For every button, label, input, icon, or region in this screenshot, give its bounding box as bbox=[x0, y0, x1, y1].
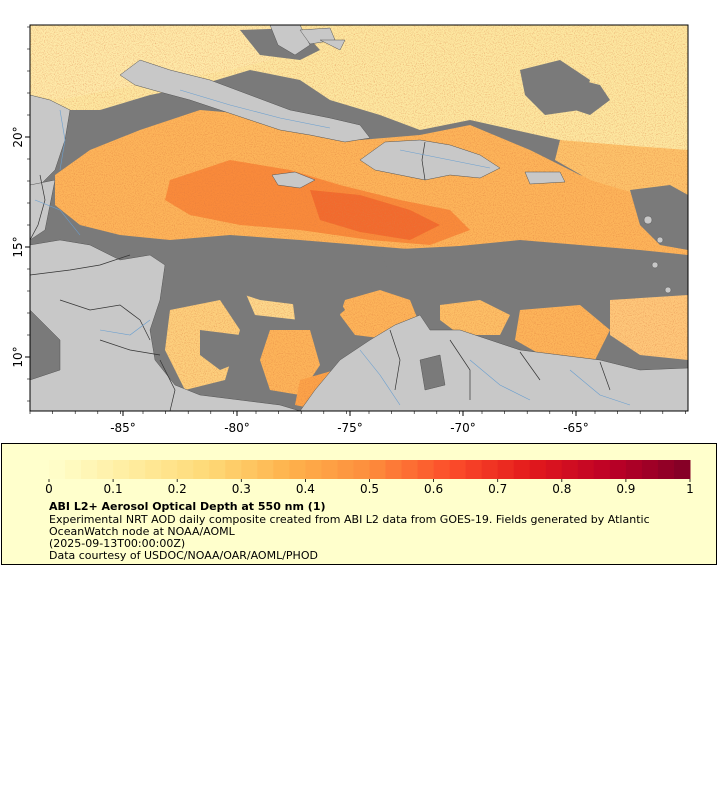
lon-tick-label: -70° bbox=[450, 421, 476, 435]
lon-tick-label: -65° bbox=[563, 421, 589, 435]
colorbar-cell bbox=[113, 460, 130, 479]
lat-tick-label: 15° bbox=[11, 236, 25, 257]
colorbar-cell bbox=[321, 460, 338, 479]
colorbar-cell bbox=[305, 460, 322, 479]
colorbar-cell bbox=[433, 460, 451, 479]
aod-field bbox=[30, 25, 688, 410]
colorbar-tick-label: 0.6 bbox=[424, 482, 443, 496]
land-central-america bbox=[30, 239, 301, 411]
colorbar-cell bbox=[545, 460, 563, 479]
legend-date: (2025-09-13T00:00:00Z) bbox=[49, 537, 186, 550]
colorbar-tick-label: 0.7 bbox=[488, 482, 507, 496]
colorbar-cell bbox=[417, 460, 435, 479]
colorbar-cell bbox=[177, 460, 194, 479]
colorbar-cell bbox=[641, 460, 659, 479]
colorbar-tick-label: 0.8 bbox=[552, 482, 571, 496]
colorbar-tick-label: 0.4 bbox=[296, 482, 315, 496]
colorbar-cell bbox=[401, 460, 419, 479]
colorbar-cell bbox=[657, 460, 675, 479]
land-cuba bbox=[119, 59, 371, 143]
colorbar-cell bbox=[385, 460, 403, 479]
colorbar-cell bbox=[337, 460, 354, 479]
colorbar-ticks: 0 0.1 0.2 0.3 0.4 0.5 0.6 0.7 0.8 0.9 1 bbox=[45, 479, 694, 496]
colorbar-cell bbox=[129, 460, 146, 479]
colorbar: 0 0.1 0.2 0.3 0.4 0.5 0.6 0.7 0.8 0.9 1 bbox=[45, 460, 694, 496]
land-masses bbox=[30, 25, 688, 411]
lon-tick-label: -80° bbox=[224, 421, 250, 435]
legend-panel: 0 0.1 0.2 0.3 0.4 0.5 0.6 0.7 0.8 0.9 1 ABI L2+ Ae… bbox=[1, 443, 717, 565]
colorbar-cell bbox=[577, 460, 595, 479]
colorbar-cell bbox=[673, 460, 691, 479]
aod-map: -85° -80° -75° -70° -65° 20° 15° 10° bbox=[11, 24, 689, 435]
colorbar-cell bbox=[65, 460, 82, 479]
colorbar-cell bbox=[289, 460, 306, 479]
colorbar-cell bbox=[161, 460, 178, 479]
colorbar-tick-label: 0.3 bbox=[232, 482, 251, 496]
colorbar-cell bbox=[353, 460, 370, 479]
colorbar-tick-label: 0.5 bbox=[360, 482, 379, 496]
colorbar-cell bbox=[145, 460, 162, 479]
colorbar-cell bbox=[561, 460, 579, 479]
colorbar-cell bbox=[209, 460, 226, 479]
colorbar-cell bbox=[49, 460, 66, 479]
colorbar-cell bbox=[225, 460, 242, 479]
colorbar-cell bbox=[97, 460, 114, 479]
colorbar-cell bbox=[465, 460, 483, 479]
legend-description: Experimental NRT AOD daily composite cre… bbox=[49, 513, 650, 538]
colorbar-tick-label: 0 bbox=[45, 482, 53, 496]
colorbar-tick-label: 0.2 bbox=[168, 482, 187, 496]
land-hispaniola bbox=[359, 139, 501, 181]
lat-axis: 20° 15° 10° bbox=[11, 26, 30, 402]
map-frame bbox=[29, 24, 689, 412]
colorbar-cell bbox=[481, 460, 499, 479]
colorbar-cell bbox=[529, 460, 547, 479]
lon-tick-label: -75° bbox=[337, 421, 363, 435]
lon-tick-label: -85° bbox=[110, 421, 136, 435]
rivers bbox=[34, 89, 631, 406]
land-puerto-rico bbox=[524, 171, 566, 185]
lat-tick-label: 10° bbox=[11, 346, 25, 367]
colorbar-tick-label: 0.1 bbox=[104, 482, 123, 496]
legend-title: ABI L2+ Aerosol Optical Depth at 550 nm … bbox=[49, 500, 326, 513]
colorbar-tick-label: 1 bbox=[686, 482, 694, 496]
colorbar-cells bbox=[49, 460, 691, 479]
colorbar-cell bbox=[497, 460, 515, 479]
colorbar-cell bbox=[593, 460, 611, 479]
colorbar-cell bbox=[513, 460, 531, 479]
legend-credit: Data courtesy of USDOC/NOAA/OAR/AOML/PHO… bbox=[49, 549, 318, 562]
land-jamaica bbox=[271, 171, 316, 189]
colorbar-cell bbox=[257, 460, 274, 479]
map-panel: -85° -80° -75° -70° -65° 20° 15° 10° bbox=[11, 24, 689, 435]
colorbar-cell bbox=[193, 460, 210, 479]
colorbar-cell bbox=[609, 460, 627, 479]
lon-axis: -85° -80° -75° -70° -65° bbox=[29, 411, 686, 435]
colorbar-cell bbox=[625, 460, 643, 479]
colorbar-tick-label: 0.9 bbox=[616, 482, 635, 496]
colorbar-cell bbox=[81, 460, 98, 479]
country-borders bbox=[30, 141, 611, 411]
colorbar-cell bbox=[241, 460, 258, 479]
colorbar-cell bbox=[273, 460, 290, 479]
lat-tick-label: 20° bbox=[11, 126, 25, 147]
colorbar-cell bbox=[369, 460, 387, 479]
land-south-america bbox=[299, 314, 688, 411]
colorbar-cell bbox=[449, 460, 467, 479]
